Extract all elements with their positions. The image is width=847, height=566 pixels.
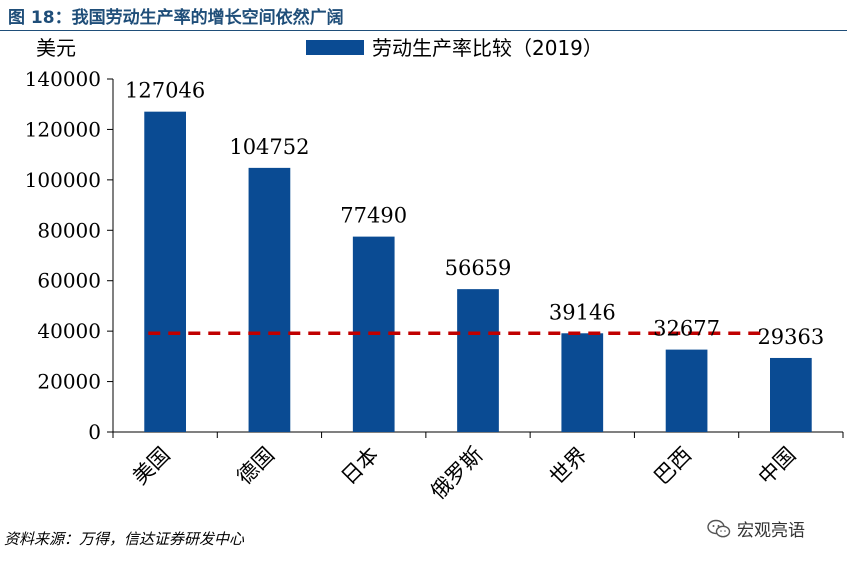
- bar-5: [665, 349, 708, 432]
- y-tick-label: 40000: [37, 319, 101, 343]
- category-label: 日本: [337, 443, 384, 490]
- y-unit-label: 美元: [36, 36, 76, 60]
- bar-4: [561, 333, 604, 432]
- brand-name: 宏观亮语: [737, 521, 805, 541]
- category-label: 德国: [232, 443, 279, 490]
- category-label: 俄罗斯: [426, 443, 488, 505]
- bars: [144, 111, 812, 433]
- y-tick-label: 20000: [37, 370, 101, 394]
- x-axis: [112, 431, 844, 438]
- y-tick-label: 0: [88, 420, 101, 444]
- data-labels: 127046 104752 77490 56659 39146 32677 29363: [125, 79, 824, 349]
- bar-0: [144, 111, 186, 432]
- category-labels: 美国 德国 日本 俄罗斯 世界 巴西 中国: [128, 443, 800, 505]
- y-tick-label: 100000: [25, 168, 101, 192]
- category-label: 世界: [545, 443, 592, 490]
- brand-watermark: 宏观亮语: [707, 516, 805, 541]
- source-note: 资料来源：万得，信达证券研发中心: [4, 530, 245, 548]
- category-label: 美国: [128, 443, 175, 490]
- data-label: 32677: [653, 317, 720, 341]
- data-label: 104752: [229, 135, 309, 159]
- category-label: 中国: [754, 443, 801, 490]
- bar-6: [770, 357, 812, 432]
- y-tick-label: 140000: [25, 67, 101, 91]
- data-label: 29363: [757, 325, 824, 349]
- data-label: 127046: [125, 79, 205, 103]
- bar-1: [248, 167, 291, 433]
- data-label: 77490: [340, 204, 407, 228]
- title-divider: [0, 30, 847, 31]
- y-axis: 0 20000 40000 60000 80000 100000 120000 140000: [25, 67, 114, 444]
- wechat-icon: [707, 519, 731, 537]
- legend-label: 劳动生产率比较（2019）: [372, 36, 603, 60]
- figure-title: 图 18：我国劳动生产率的增长空间依然广阔: [8, 8, 344, 28]
- y-tick-label: 80000: [37, 218, 101, 242]
- legend-swatch: [306, 40, 364, 55]
- y-tick-label: 60000: [37, 269, 101, 293]
- y-tick-label: 120000: [25, 117, 101, 141]
- data-label: 39146: [549, 300, 616, 324]
- legend: 劳动生产率比较（2019）: [306, 36, 603, 60]
- data-label: 56659: [445, 256, 512, 280]
- category-label: 巴西: [649, 443, 696, 490]
- bar-3: [457, 289, 499, 432]
